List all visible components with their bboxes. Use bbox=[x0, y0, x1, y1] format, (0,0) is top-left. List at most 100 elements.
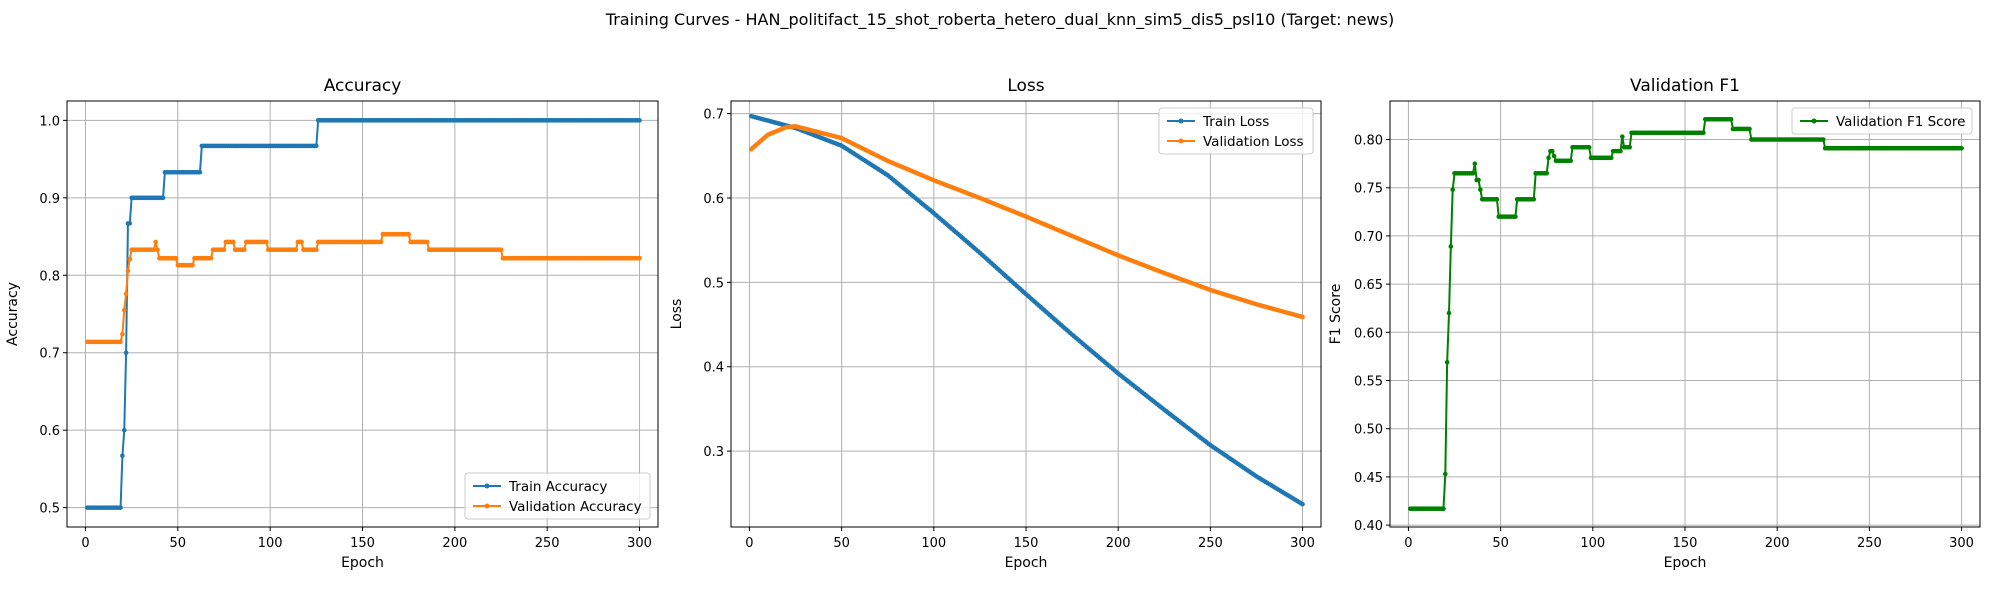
data-point bbox=[118, 505, 123, 510]
data-point bbox=[293, 247, 299, 253]
data-point bbox=[1959, 145, 1964, 151]
data-point bbox=[1728, 117, 1734, 122]
y-tick-label: 0.7 bbox=[39, 347, 60, 362]
series-markers-0 bbox=[748, 113, 1305, 507]
panel-title: Loss bbox=[1007, 76, 1044, 96]
data-point bbox=[208, 255, 214, 261]
y-tick-label: 0.45 bbox=[1354, 471, 1383, 486]
legend-marker bbox=[1178, 138, 1184, 144]
x-tick-label: 50 bbox=[833, 536, 850, 551]
x-tick-label: 100 bbox=[258, 536, 283, 551]
data-point bbox=[1450, 187, 1455, 192]
data-point bbox=[637, 255, 642, 261]
data-point bbox=[1478, 187, 1483, 192]
data-point bbox=[121, 307, 127, 313]
data-point bbox=[1441, 506, 1446, 511]
y-tick-label: 0.55 bbox=[1354, 375, 1383, 390]
data-point bbox=[120, 331, 125, 337]
data-point bbox=[127, 221, 133, 226]
y-tick-label: 0.6 bbox=[703, 192, 724, 207]
y-tick-label: 0.6 bbox=[39, 424, 60, 439]
data-point bbox=[230, 239, 236, 245]
x-axis-label: Epoch bbox=[341, 555, 384, 571]
legend-marker bbox=[1811, 118, 1817, 124]
y-tick-label: 0.3 bbox=[703, 445, 724, 460]
data-point bbox=[123, 350, 129, 356]
data-point bbox=[160, 195, 166, 201]
x-tick-label: 200 bbox=[442, 536, 467, 551]
data-point bbox=[173, 255, 179, 261]
legend-marker bbox=[484, 503, 490, 509]
data-point bbox=[221, 247, 227, 253]
series-line-0 bbox=[1410, 118, 1962, 510]
x-tick-label: 200 bbox=[1765, 536, 1790, 551]
data-point bbox=[314, 143, 319, 149]
data-point bbox=[1549, 148, 1555, 154]
x-tick-label: 50 bbox=[1492, 536, 1509, 551]
series-markers-0 bbox=[85, 118, 642, 510]
data-point bbox=[498, 247, 504, 253]
y-tick-label: 1.0 bbox=[39, 114, 60, 129]
legend-box bbox=[1791, 107, 1973, 135]
y-axis-label: F1 Score bbox=[1328, 284, 1344, 345]
series-markers-1 bbox=[748, 124, 1305, 320]
x-tick-label: 100 bbox=[1580, 536, 1605, 551]
data-point bbox=[1568, 158, 1573, 164]
data-point bbox=[1546, 155, 1551, 161]
data-point bbox=[1544, 170, 1550, 176]
x-tick-label: 150 bbox=[1673, 536, 1698, 551]
legend-label: Train Accuracy bbox=[508, 479, 607, 495]
figure-suptitle: Training Curves - HAN_politifact_15_shot… bbox=[605, 10, 1394, 30]
data-point bbox=[1618, 148, 1623, 154]
y-tick-label: 0.80 bbox=[1354, 134, 1383, 149]
data-point bbox=[1747, 126, 1752, 132]
data-point bbox=[151, 247, 157, 253]
panel-loss: 0 50 100 150 200 250 300 0.3 0.4 0.5 0.6 0.7 Loss Epo… bbox=[669, 76, 1322, 571]
legend: Train Accuracy Validation Accuracy bbox=[464, 472, 651, 520]
data-point bbox=[314, 247, 319, 253]
data-point bbox=[1300, 314, 1305, 320]
legend-box bbox=[1158, 107, 1314, 155]
y-tick-label: 0.5 bbox=[703, 276, 724, 291]
x-tick-label: 300 bbox=[627, 536, 652, 551]
legend-marker bbox=[484, 483, 490, 489]
data-point bbox=[118, 339, 123, 345]
data-point bbox=[1551, 153, 1557, 159]
data-point bbox=[264, 239, 269, 245]
y-tick-label: 0.9 bbox=[39, 192, 60, 207]
data-point bbox=[637, 118, 642, 123]
data-point bbox=[155, 247, 160, 253]
panel-accuracy: 0 50 100 150 200 250 300 0.5 0.6 0.7 0.8 0.9 1.0 Accu… bbox=[5, 76, 659, 571]
data-point bbox=[1443, 471, 1448, 477]
y-axis-label: Loss bbox=[669, 299, 685, 330]
panel-title: Validation F1 bbox=[1630, 76, 1740, 96]
legend: Validation F1 Score bbox=[1791, 107, 1973, 135]
series-line-0 bbox=[751, 115, 1304, 506]
legend-label: Validation Loss bbox=[1203, 134, 1304, 150]
data-point bbox=[299, 239, 304, 245]
y-tick-label: 0.8 bbox=[39, 269, 60, 284]
x-axis-label: Epoch bbox=[1005, 555, 1048, 571]
x-axis-label: Epoch bbox=[1664, 555, 1707, 571]
y-tick-label: 0.50 bbox=[1354, 423, 1383, 438]
data-point bbox=[153, 239, 158, 245]
data-point bbox=[406, 231, 411, 237]
data-point bbox=[1820, 137, 1826, 142]
y-tick-label: 0.7 bbox=[703, 108, 724, 123]
data-point bbox=[424, 239, 430, 245]
data-point bbox=[1608, 155, 1614, 161]
data-point bbox=[1620, 134, 1625, 139]
series-line-1 bbox=[750, 125, 1303, 318]
x-tick-label: 250 bbox=[1198, 536, 1223, 551]
x-tick-label: 300 bbox=[1949, 536, 1974, 551]
data-point bbox=[378, 239, 384, 245]
data-point bbox=[190, 262, 195, 268]
data-point bbox=[1446, 310, 1452, 316]
legend-label: Validation Accuracy bbox=[509, 499, 642, 515]
legend-label: Validation F1 Score bbox=[1836, 114, 1965, 130]
series-markers-1 bbox=[85, 231, 642, 345]
x-tick-label: 250 bbox=[1857, 536, 1882, 551]
data-point bbox=[242, 247, 247, 253]
panel-title: Accuracy bbox=[324, 76, 402, 96]
